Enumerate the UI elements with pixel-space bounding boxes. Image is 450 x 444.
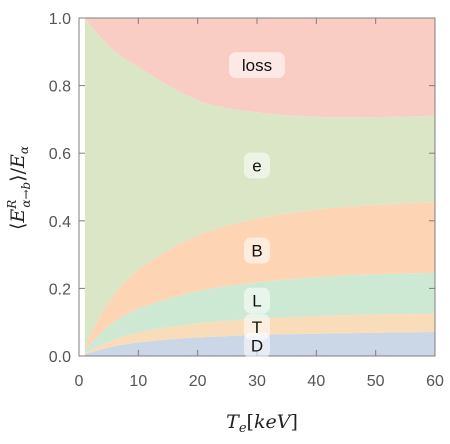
y-tick-label: 0.8 (49, 79, 71, 96)
region-label-badge (229, 52, 285, 79)
region-label-t: T (252, 318, 262, 337)
y-axis-title: ⟨ERα→b⟩/Eα (5, 146, 33, 230)
y-tick-label: 0.2 (49, 281, 71, 298)
x-tick-label: 50 (367, 373, 385, 390)
region-label-loss: loss (242, 56, 272, 75)
region-label-l: L (252, 292, 261, 311)
region-label-badge (244, 287, 270, 314)
x-axis-title: Te[keV] (226, 411, 298, 436)
area-b (84, 201, 436, 350)
region-label-e: e (252, 157, 261, 176)
x-tick-label: 0 (75, 373, 84, 390)
x-tick-label: 30 (248, 373, 266, 390)
x-tick-label: 10 (129, 373, 147, 390)
region-label-badge (244, 152, 270, 179)
region-label-badge (244, 237, 270, 264)
x-tick-label: 40 (307, 373, 325, 390)
area-e (84, 18, 436, 347)
region-label-badge (244, 313, 270, 340)
x-tick-label: 20 (189, 373, 207, 390)
y-tick-label: 1.0 (49, 11, 71, 28)
y-tick-label: 0.4 (49, 214, 71, 231)
region-labels: DTL Be loss (229, 52, 285, 359)
region-label-b: B (251, 242, 262, 261)
y-tick-label: 0.6 (49, 146, 71, 163)
region-label-d: D (251, 337, 263, 356)
x-tick-label: 60 (426, 373, 444, 390)
y-tick-label: 0.0 (49, 349, 71, 366)
axis-ticks: 0 10 20 30 40 50 60 0.0 0.2 0.4 0.6 0.8 1.0 (49, 11, 444, 390)
